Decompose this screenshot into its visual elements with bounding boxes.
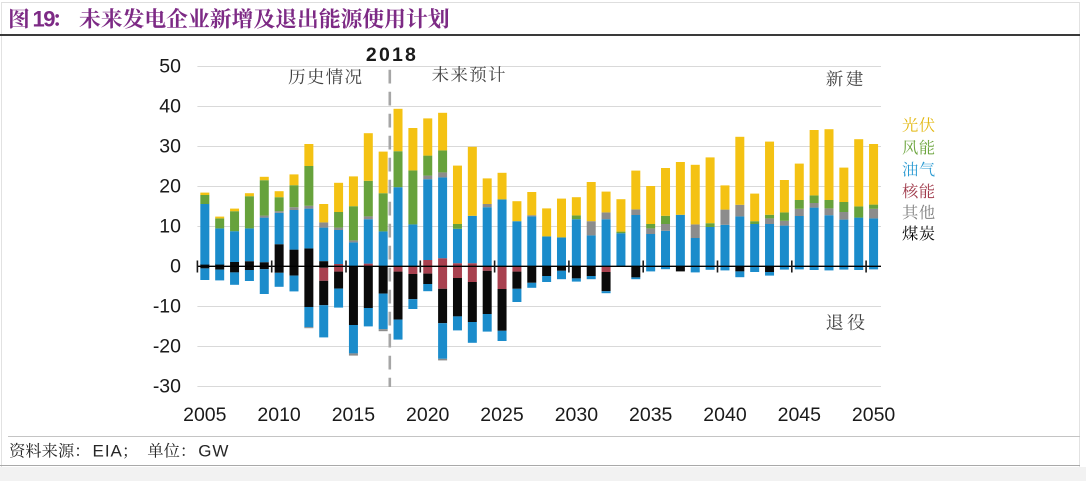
svg-text:30: 30 — [159, 136, 181, 158]
svg-text:-10: -10 — [153, 296, 181, 318]
svg-text:EIA: EIA — [93, 442, 123, 461]
svg-text:20: 20 — [159, 176, 181, 198]
svg-text:2045: 2045 — [778, 404, 822, 426]
svg-text:40: 40 — [159, 96, 181, 118]
svg-text:2040: 2040 — [703, 404, 747, 426]
svg-text:2020: 2020 — [406, 404, 450, 426]
svg-text:2025: 2025 — [480, 404, 524, 426]
svg-text:2005: 2005 — [183, 404, 227, 426]
svg-text:-30: -30 — [153, 376, 181, 398]
svg-text:2035: 2035 — [629, 404, 673, 426]
svg-text:2015: 2015 — [332, 404, 376, 426]
svg-text:2030: 2030 — [555, 404, 599, 426]
svg-text:2050: 2050 — [852, 404, 896, 426]
svg-text:2010: 2010 — [257, 404, 301, 426]
svg-text:0: 0 — [170, 256, 181, 278]
svg-text:19: 19 — [33, 6, 56, 31]
svg-text:50: 50 — [159, 56, 181, 78]
svg-text:10: 10 — [159, 216, 181, 238]
svg-text:2018: 2018 — [366, 44, 418, 66]
svg-text:GW: GW — [198, 442, 229, 461]
svg-text:-20: -20 — [153, 336, 181, 358]
